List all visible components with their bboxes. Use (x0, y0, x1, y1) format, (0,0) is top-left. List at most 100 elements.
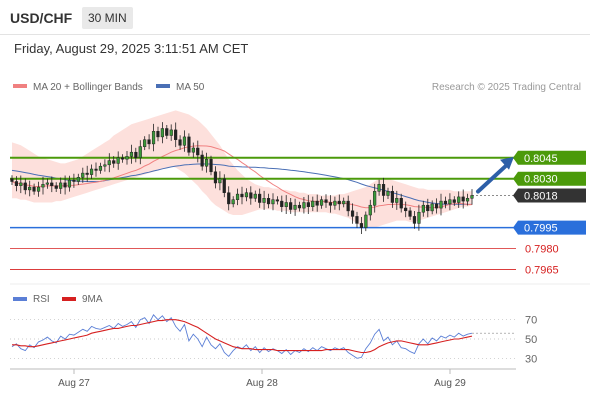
candle (434, 198, 439, 214)
candle (319, 196, 324, 209)
candle (28, 180, 32, 197)
candle (231, 196, 235, 208)
candle (138, 140, 142, 165)
rsi-swatch (13, 297, 27, 301)
candle (89, 164, 94, 179)
candle (94, 162, 98, 177)
candle (116, 151, 120, 170)
candle (156, 126, 160, 142)
x-axis: Aug 27 Aug 28 Aug 29 (58, 369, 466, 389)
x-tick-label: Aug 28 (246, 378, 278, 389)
level-lines (10, 156, 516, 270)
x-tick-label: Aug 29 (434, 378, 466, 389)
bollinger-bands (12, 110, 472, 228)
symbol-label: USD/CHF (10, 10, 73, 26)
candle (368, 199, 372, 221)
candle (258, 188, 262, 208)
forecast-arrow (476, 156, 514, 194)
candle (72, 173, 76, 188)
candle (50, 176, 54, 193)
rsi-ticks: 70 50 30 (525, 315, 537, 366)
candle (249, 186, 253, 205)
rsi-ma9-line (12, 319, 473, 354)
candle (364, 211, 368, 232)
candle (408, 207, 412, 220)
candle (337, 194, 341, 211)
level-07995-tag: 0.7995 (513, 220, 586, 235)
candle (457, 191, 461, 208)
candle (59, 177, 63, 194)
candle (266, 193, 271, 209)
candle (262, 190, 266, 210)
candle (227, 186, 231, 211)
candle (293, 198, 297, 216)
level-labels: 0.8045 0.8030 0.8018 0.7995 0.7980 0.7965 (513, 150, 586, 276)
candle (350, 203, 355, 224)
candle (129, 144, 134, 164)
candle (324, 194, 328, 208)
chart-header: USD/CHF 30 MIN (0, 0, 590, 34)
candle (342, 197, 346, 208)
level-07965-tag: 0.7965 (525, 264, 559, 276)
rsi-tick-70: 70 (525, 315, 537, 327)
candle (386, 187, 390, 199)
candle (125, 151, 129, 165)
candle (107, 153, 111, 173)
credit-text: Research © 2025 Trading Central (432, 82, 581, 93)
candle (284, 195, 288, 214)
level-08045-label: 0.8045 (524, 153, 558, 165)
level-07965-label: 0.7965 (525, 264, 559, 276)
candle (134, 147, 138, 163)
candle (209, 155, 213, 176)
candle (85, 165, 89, 182)
level-07995-label: 0.7995 (524, 223, 558, 235)
candle (178, 135, 182, 150)
timeframe-button[interactable]: 30 MIN (82, 7, 133, 29)
candle (10, 175, 14, 185)
header-divider (0, 34, 590, 35)
candle (417, 204, 421, 231)
candle (14, 176, 19, 192)
rsi-legend: RSI (33, 294, 50, 305)
candle (271, 193, 275, 211)
candle (306, 195, 310, 214)
candle (165, 125, 169, 139)
ma9-legend: 9MA (82, 294, 103, 305)
candle (235, 188, 240, 206)
candle (112, 156, 116, 168)
candle (36, 181, 41, 197)
candle (45, 178, 49, 189)
candle (98, 162, 103, 174)
candle (311, 196, 315, 212)
ma50-legend: MA 50 (176, 82, 205, 93)
candle (169, 124, 173, 141)
moving-averages (11, 145, 472, 209)
candle (470, 189, 474, 205)
candle (218, 171, 222, 191)
candle (253, 190, 257, 202)
candle (373, 183, 377, 213)
candle (355, 211, 359, 228)
candle (41, 176, 45, 195)
candle (359, 217, 364, 234)
candle (430, 200, 434, 215)
candle (404, 201, 408, 218)
candle (174, 122, 178, 148)
candlesticks (10, 122, 474, 234)
candle (443, 196, 448, 209)
candle (439, 193, 443, 216)
candle (244, 188, 249, 202)
candle (328, 195, 333, 213)
level-08030-tag: 0.8030 (513, 171, 586, 186)
candle (275, 196, 279, 205)
candle (240, 186, 244, 205)
candle (204, 152, 209, 173)
level-07980-label: 0.7980 (525, 244, 559, 256)
forecast-arrow-shaft (476, 162, 509, 194)
candle (143, 136, 147, 151)
candle (421, 200, 425, 217)
candle (32, 183, 36, 195)
ma20-swatch (13, 84, 27, 88)
candle (160, 122, 164, 144)
